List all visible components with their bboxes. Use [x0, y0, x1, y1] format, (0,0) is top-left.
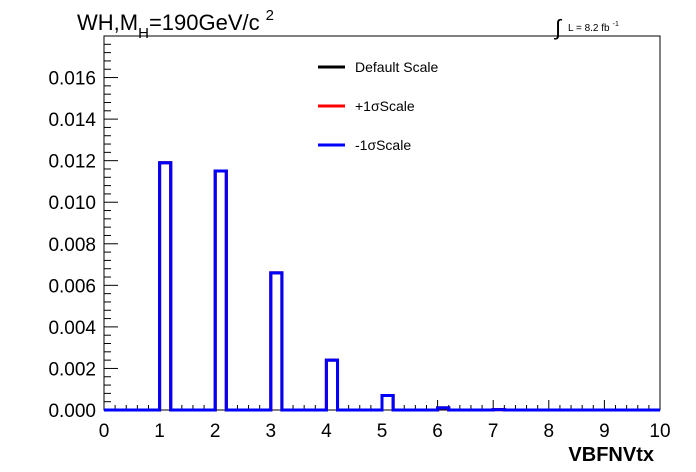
- lumi-superscript: -1: [613, 21, 619, 28]
- x-tick-label: 9: [599, 421, 610, 442]
- y-tick-label: 0.008: [48, 235, 96, 256]
- x-tick-label: 3: [266, 421, 277, 442]
- x-tick-label: 7: [488, 421, 499, 442]
- x-tick-label: 5: [377, 421, 388, 442]
- lumi-integral-symbol: ∫: [553, 15, 563, 40]
- series-line-2: [104, 161, 660, 412]
- legend: Default Scale +1σScale -1σScale: [318, 59, 438, 153]
- lumi-annotation: L = 8.2 fb -1: [568, 21, 619, 34]
- y-tick-label: 0.002: [48, 359, 96, 380]
- chart-title-rest: =190GeV/c: [149, 10, 260, 35]
- x-tick-label: 8: [544, 421, 555, 442]
- y-tick-label: 0.012: [48, 152, 96, 173]
- x-tick-label: 2: [210, 421, 221, 442]
- x-tick-label: 4: [321, 421, 332, 442]
- x-tick-label: 0: [99, 421, 110, 442]
- x-axis-title: VBFNVtx: [568, 444, 654, 466]
- x-tick-label: 10: [649, 421, 670, 442]
- x-tick-label: 1: [154, 421, 165, 442]
- lumi-text: L = 8.2 fb: [568, 23, 610, 34]
- histogram-series: [104, 161, 660, 412]
- legend-label-0: Default Scale: [355, 59, 438, 75]
- y-tick-label: 0.000: [48, 401, 96, 422]
- axis-tick-labels: 0 1 2 3 4 5 6 7 8 9 10 0.000 0.002 0.004 0.006 0.008 0.0…: [48, 69, 670, 442]
- chart-title-prefix: WH,M: [77, 10, 138, 35]
- y-tick-label: 0.010: [48, 193, 96, 214]
- y-tick-label: 0.014: [48, 110, 96, 131]
- legend-label-1: +1σScale: [355, 98, 415, 114]
- chart-title-superscript: 2: [266, 7, 274, 24]
- y-tick-label: 0.004: [48, 318, 96, 339]
- legend-label-2: -1σScale: [355, 137, 411, 153]
- y-tick-label: 0.006: [48, 276, 96, 297]
- x-tick-label: 6: [432, 421, 443, 442]
- chart-title: WH,MH=190GeV/c 2: [77, 7, 274, 42]
- y-tick-label: 0.016: [48, 69, 96, 90]
- chart-title-subscript: H: [138, 25, 149, 42]
